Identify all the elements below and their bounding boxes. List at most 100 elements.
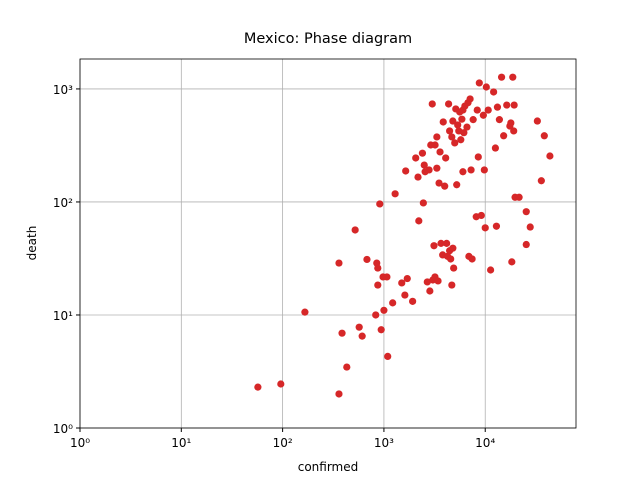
point xyxy=(515,193,523,201)
point xyxy=(391,190,399,198)
point xyxy=(500,132,508,140)
point xyxy=(448,133,456,141)
point xyxy=(443,239,451,247)
point xyxy=(522,240,530,249)
point xyxy=(447,255,455,263)
point xyxy=(463,123,471,131)
point xyxy=(428,100,436,108)
x-tick-label: 10⁴ xyxy=(475,436,495,450)
point xyxy=(442,154,450,162)
point xyxy=(398,279,406,287)
point xyxy=(522,208,530,216)
point xyxy=(460,129,468,137)
point xyxy=(254,383,262,391)
point xyxy=(383,273,391,281)
point xyxy=(363,255,371,264)
point xyxy=(449,117,457,125)
point xyxy=(493,103,502,111)
point xyxy=(503,101,511,109)
point xyxy=(343,363,351,371)
point xyxy=(355,323,363,331)
point xyxy=(450,264,458,272)
chart-title: Mexico: Phase diagram xyxy=(244,31,412,47)
point xyxy=(377,326,385,334)
point xyxy=(510,127,518,135)
point xyxy=(380,306,388,314)
point xyxy=(497,73,506,81)
point xyxy=(433,133,441,141)
y-tick-label: 10² xyxy=(53,196,73,210)
point xyxy=(420,161,428,169)
point xyxy=(457,136,465,144)
point xyxy=(490,88,498,96)
point xyxy=(533,117,541,125)
x-tick-label: 10¹ xyxy=(171,436,191,450)
point xyxy=(449,244,457,252)
point xyxy=(423,278,431,286)
point xyxy=(451,139,459,147)
point xyxy=(376,200,384,208)
point xyxy=(389,299,397,307)
point xyxy=(453,181,461,189)
point xyxy=(418,149,427,157)
point xyxy=(507,119,515,127)
x-tick-label: 10⁰ xyxy=(70,436,90,450)
point xyxy=(419,199,427,207)
point xyxy=(372,311,380,319)
point xyxy=(384,352,392,361)
point xyxy=(469,116,477,124)
point xyxy=(495,116,504,124)
point xyxy=(467,166,475,174)
y-tick-label: 10³ xyxy=(53,83,73,97)
point xyxy=(473,106,481,114)
point xyxy=(481,224,489,232)
point xyxy=(414,173,422,181)
point xyxy=(301,308,309,316)
point xyxy=(277,380,285,388)
point xyxy=(338,329,346,337)
point xyxy=(537,177,545,185)
y-tick-label: 10⁰ xyxy=(53,422,73,436)
y-axis-label: death xyxy=(25,226,39,261)
point xyxy=(546,152,554,160)
point xyxy=(374,281,382,289)
point xyxy=(415,217,423,225)
point xyxy=(448,281,456,289)
point xyxy=(487,266,495,274)
point xyxy=(526,223,534,231)
point xyxy=(482,83,490,91)
point xyxy=(433,164,441,172)
point xyxy=(509,73,517,81)
point xyxy=(466,95,474,103)
point xyxy=(439,118,447,126)
point xyxy=(402,167,410,175)
point xyxy=(480,166,488,174)
point xyxy=(446,127,454,135)
point xyxy=(374,264,382,272)
point xyxy=(479,111,487,119)
point xyxy=(445,100,453,108)
point xyxy=(403,274,411,283)
point xyxy=(351,226,359,234)
point xyxy=(468,255,476,263)
point xyxy=(434,277,442,285)
point xyxy=(435,179,443,187)
point xyxy=(492,222,501,230)
point xyxy=(474,153,482,161)
point xyxy=(508,258,516,266)
y-tick-label: 10¹ xyxy=(53,309,73,323)
point xyxy=(510,101,518,109)
x-tick-label: 10³ xyxy=(374,436,394,450)
point xyxy=(437,239,445,247)
x-tick-label: 10² xyxy=(273,436,293,450)
point xyxy=(475,79,483,87)
point xyxy=(459,168,467,176)
point xyxy=(436,148,444,156)
point xyxy=(431,141,439,149)
point xyxy=(426,287,434,295)
point xyxy=(412,154,420,162)
point xyxy=(425,166,433,174)
point xyxy=(409,297,417,305)
